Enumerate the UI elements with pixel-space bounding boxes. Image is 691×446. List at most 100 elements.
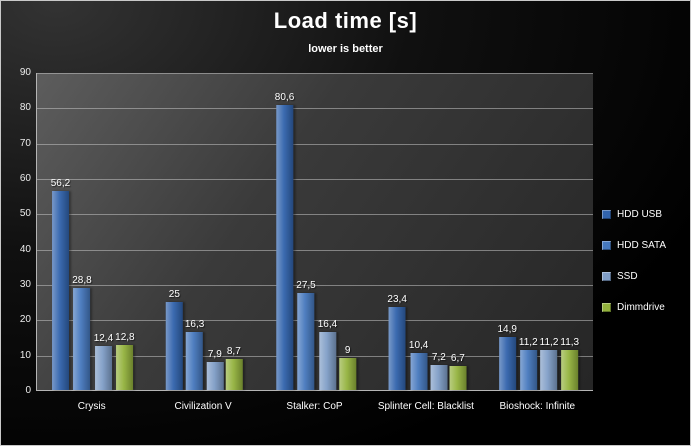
bar-column: 27,5 [296, 279, 316, 391]
bar-value-label: 80,6 [274, 92, 295, 104]
bar-value-label: 11,3 [560, 337, 580, 349]
gridline [37, 249, 593, 251]
bar-hdd-usb [276, 105, 294, 390]
y-tick-label: 80 [19, 102, 31, 114]
bar-column: 56,2 [51, 178, 70, 390]
y-tick-label: 20 [19, 314, 31, 326]
bar-column: 25 [165, 288, 183, 391]
bar-group: 23,4 10,4 7,2 6,7 [386, 294, 467, 391]
y-tick-label: 30 [19, 279, 31, 290]
bar-value-label: 9 [344, 345, 351, 357]
bar-column: 9 [339, 345, 357, 390]
legend: HDD USB HDD SATA SSD Dimmdrive [602, 209, 666, 333]
bar-column: 11,2 [519, 337, 538, 390]
bar-dimmdrive [449, 366, 467, 390]
bar-column: 16,3 [185, 319, 204, 390]
y-tick-label: 0 [25, 385, 31, 396]
legend-swatch [602, 303, 611, 312]
bar-value-label: 12,4 [93, 333, 114, 345]
bar-value-label: 7,2 [431, 351, 446, 363]
gridline [37, 214, 593, 216]
bar-column: 7,9 [206, 349, 224, 390]
bar-group: 14,9 11,2 11,2 11,3 [496, 324, 580, 390]
bar-column: 16,4 [318, 319, 337, 390]
legend-swatch [602, 210, 611, 219]
x-category-label: Stalker: CoP [286, 401, 343, 412]
bar-dimmdrive [561, 350, 579, 390]
y-tick-label: 10 [19, 349, 31, 361]
bar-hdd-sata [186, 332, 204, 390]
chart-title: Load time [s] [273, 8, 418, 33]
bar-value-label: 16,3 [184, 319, 205, 331]
y-tick-label: 40 [19, 243, 31, 255]
bar-column: 14,9 [497, 324, 517, 390]
bar-hdd-sata [297, 292, 315, 391]
bar-value-label: 25 [168, 288, 180, 300]
bar-column: 12,8 [115, 331, 135, 391]
bar-column: 12,4 [94, 333, 113, 390]
bar-hdd-sata [519, 350, 537, 390]
bar-value-label: 27,5 [296, 279, 316, 291]
x-category-label: Splinter Cell: Blacklist [377, 401, 474, 412]
y-tick-label: 60 [19, 173, 31, 184]
legend-swatch [602, 272, 611, 281]
y-tick-label: 90 [19, 67, 31, 78]
bar-hdd-sata [73, 288, 91, 390]
legend-item-ssd: SSD [602, 271, 666, 282]
bar-column: 8,7 [225, 346, 243, 390]
bar-value-label: 10,4 [408, 340, 429, 352]
bar-hdd-usb [165, 301, 183, 391]
y-tick-label: 50 [19, 208, 31, 220]
bar-value-label: 7,9 [207, 349, 222, 361]
bar-ssd [540, 350, 558, 390]
bar-column: 28,8 [72, 275, 92, 390]
plot-area: 56,2 28,8 12,4 12,8 25 16,3 7,9 8,7 80,6 27,5 16,4… [36, 73, 593, 391]
bar-hdd-usb [388, 307, 406, 390]
legend-item-hdd-usb: HDD USB [602, 209, 666, 220]
bar-group: 25 16,3 7,9 8,7 [165, 288, 243, 391]
chart-subtitle: lower is better [308, 43, 383, 55]
bar-ssd [206, 362, 224, 390]
gridline [37, 285, 593, 286]
gridline [37, 73, 593, 74]
bar-value-label: 12,8 [115, 331, 135, 343]
x-category-label: Crysis [77, 401, 106, 412]
bar-ssd [430, 364, 448, 391]
bar-value-label: 56,2 [50, 178, 71, 190]
legend-item-dimmdrive: Dimmdrive [602, 302, 666, 313]
bar-value-label: 11,2 [518, 337, 538, 349]
bar-group: 56,2 28,8 12,4 12,8 [50, 178, 136, 391]
bar-column: 6,7 [449, 353, 467, 390]
y-tick-label: 70 [19, 137, 31, 149]
bar-value-label: 16,4 [317, 319, 338, 331]
gridline [37, 179, 593, 180]
legend-label: SSD [617, 271, 638, 282]
gridline [37, 108, 593, 110]
bar-column: 80,6 [275, 92, 294, 390]
gridline [37, 143, 593, 145]
bar-value-label: 8,7 [226, 346, 241, 358]
bar-dimmdrive [225, 359, 243, 390]
bar-column: 11,3 [560, 337, 579, 390]
bar-value-label: 23,4 [387, 294, 407, 306]
bar-ssd [318, 332, 336, 390]
legend-item-hdd-sata: HDD SATA [602, 240, 666, 251]
x-category-label: Civilization V [174, 401, 232, 412]
bar-column: 23,4 [387, 294, 407, 390]
gridline [37, 355, 593, 357]
bar-hdd-sata [410, 353, 428, 390]
bar-hdd-usb [498, 337, 516, 390]
legend-label: HDD USB [617, 209, 663, 220]
bar-value-label: 11,2 [539, 337, 559, 349]
bar-group: 80,6 27,5 16,4 9 [274, 92, 357, 391]
legend-label: HDD SATA [617, 240, 667, 251]
bar-column: 10,4 [409, 340, 428, 390]
bar-column: 7,2 [430, 351, 448, 391]
bar-dimmdrive [339, 358, 357, 390]
bar-hdd-usb [51, 191, 69, 390]
bar-dimmdrive [116, 344, 134, 391]
gridline [37, 320, 593, 322]
bar-value-label: 6,7 [450, 353, 465, 365]
bar-value-label: 14,9 [497, 324, 517, 336]
